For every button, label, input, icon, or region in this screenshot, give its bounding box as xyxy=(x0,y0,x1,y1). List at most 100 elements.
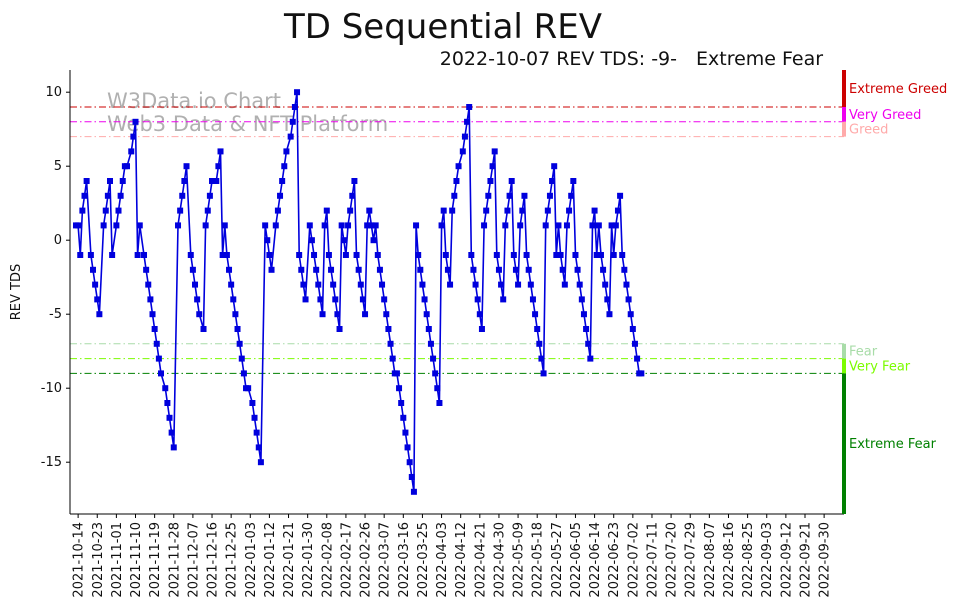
data-point xyxy=(604,296,611,303)
data-point xyxy=(608,222,615,229)
data-point xyxy=(77,252,84,258)
data-point xyxy=(319,311,326,318)
data-point xyxy=(323,207,330,214)
data-point xyxy=(455,163,462,170)
data-point xyxy=(251,414,258,421)
watermark-line-2: Web3 Data & NFT Platform xyxy=(107,112,388,136)
data-point xyxy=(538,355,545,362)
data-point xyxy=(589,222,596,229)
zone-label-extreme-fear: Extreme Fear xyxy=(849,437,937,452)
data-point xyxy=(374,252,381,258)
data-point xyxy=(79,207,86,214)
data-point xyxy=(381,296,388,303)
data-point xyxy=(206,192,213,199)
data-point xyxy=(447,281,454,288)
x-tick-label: 2022-07-02 xyxy=(626,522,641,598)
zone-bar-extreme-greed xyxy=(842,70,846,107)
data-point xyxy=(536,340,543,347)
data-point xyxy=(153,340,160,347)
data-point xyxy=(561,281,568,288)
x-tick-label: 2022-05-27 xyxy=(550,522,565,598)
x-tick-label: 2021-11-28 xyxy=(167,522,182,598)
x-tick-label: 2021-11-10 xyxy=(129,522,144,598)
data-point xyxy=(240,370,247,377)
data-point xyxy=(238,355,245,362)
x-tick-label: 2021-10-23 xyxy=(91,522,106,598)
data-point xyxy=(321,222,328,229)
data-point xyxy=(90,266,97,273)
data-point xyxy=(281,163,288,170)
data-point xyxy=(481,222,488,229)
data-point xyxy=(230,296,237,303)
data-point xyxy=(315,281,322,288)
x-tick-label: 2022-02-08 xyxy=(320,522,335,598)
data-point xyxy=(81,192,88,199)
data-point xyxy=(549,178,556,184)
data-point xyxy=(232,311,239,318)
data-point xyxy=(147,296,154,303)
data-point xyxy=(453,178,460,184)
data-point xyxy=(204,207,211,214)
data-point xyxy=(436,400,443,406)
data-point xyxy=(257,459,264,466)
data-point xyxy=(376,266,383,273)
data-point xyxy=(75,222,82,229)
data-point xyxy=(393,370,400,377)
data-point xyxy=(115,207,122,214)
data-point xyxy=(291,104,298,110)
data-point xyxy=(128,148,135,155)
data-point xyxy=(221,222,228,229)
data-point xyxy=(277,192,284,199)
data-point xyxy=(525,266,532,273)
data-point xyxy=(417,266,424,273)
zone-label-very-fear: Very Fear xyxy=(849,360,911,375)
y-tick-label: -5 xyxy=(49,307,62,322)
data-point xyxy=(451,192,458,199)
data-point xyxy=(612,222,619,229)
data-point xyxy=(410,488,417,495)
data-point xyxy=(434,385,441,392)
data-point xyxy=(87,252,94,258)
data-point xyxy=(274,207,281,214)
data-point xyxy=(568,192,575,199)
data-point xyxy=(619,252,626,258)
data-point xyxy=(217,148,224,155)
data-point xyxy=(597,252,604,258)
data-point xyxy=(351,178,358,184)
data-point xyxy=(100,222,107,229)
data-point xyxy=(591,207,598,214)
data-point xyxy=(438,222,445,229)
zone-bar-very-greed xyxy=(842,107,846,122)
data-point xyxy=(566,207,573,214)
data-point xyxy=(177,207,184,214)
data-point xyxy=(523,252,530,258)
data-point xyxy=(502,222,509,229)
data-point xyxy=(489,163,496,170)
y-tick-label: -15 xyxy=(41,455,62,470)
data-point xyxy=(330,281,337,288)
data-point xyxy=(555,222,562,229)
x-tick-label: 2022-01-12 xyxy=(263,522,278,598)
data-point xyxy=(413,222,420,229)
data-point xyxy=(529,296,536,303)
data-point xyxy=(143,266,150,273)
data-point xyxy=(355,266,362,273)
data-point xyxy=(234,326,241,332)
data-point xyxy=(294,89,301,96)
data-point xyxy=(192,281,199,288)
data-point xyxy=(491,148,498,155)
data-point xyxy=(553,252,560,258)
data-point xyxy=(625,296,632,303)
data-point xyxy=(113,222,120,229)
data-point xyxy=(472,281,479,288)
data-point xyxy=(328,266,335,273)
data-point xyxy=(638,370,645,377)
x-tick-label: 2022-06-05 xyxy=(569,522,584,598)
data-point xyxy=(546,192,553,199)
x-tick-label: 2022-06-14 xyxy=(588,522,603,598)
data-point xyxy=(311,252,318,258)
x-tick-label: 2021-12-25 xyxy=(225,522,240,598)
data-point xyxy=(427,340,434,347)
data-point xyxy=(132,118,139,125)
